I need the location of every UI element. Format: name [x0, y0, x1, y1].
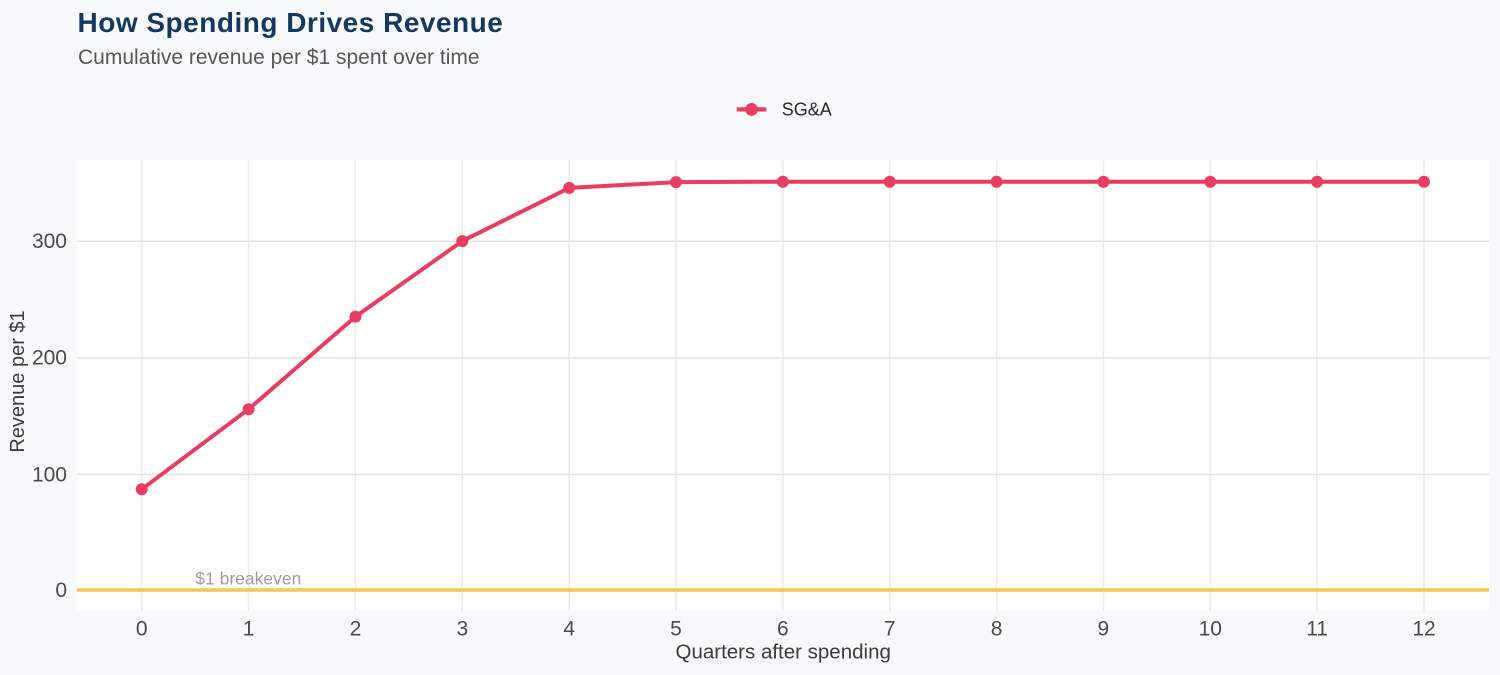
- svg-text:0: 0: [55, 579, 67, 602]
- svg-text:0: 0: [136, 617, 148, 640]
- svg-text:$1 breakeven: $1 breakeven: [195, 569, 301, 589]
- svg-text:Revenue per $1: Revenue per $1: [7, 310, 29, 452]
- svg-text:7: 7: [884, 617, 896, 640]
- svg-text:Quarters after spending: Quarters after spending: [676, 641, 891, 664]
- svg-text:100: 100: [32, 463, 67, 486]
- svg-text:How Spending Drives Revenue: How Spending Drives Revenue: [78, 7, 504, 38]
- svg-text:4: 4: [563, 617, 575, 640]
- svg-text:6: 6: [777, 617, 789, 640]
- svg-text:12: 12: [1412, 617, 1435, 640]
- svg-text:1: 1: [243, 617, 255, 640]
- svg-text:11: 11: [1306, 617, 1328, 640]
- svg-text:8: 8: [991, 617, 1003, 640]
- svg-text:Cumulative revenue per $1 spen: Cumulative revenue per $1 spent over tim…: [78, 46, 480, 69]
- svg-text:200: 200: [32, 347, 67, 370]
- svg-text:2: 2: [350, 617, 362, 640]
- svg-text:10: 10: [1199, 617, 1222, 640]
- svg-text:300: 300: [32, 230, 67, 253]
- svg-text:SG&A: SG&A: [782, 100, 832, 120]
- svg-text:9: 9: [1098, 617, 1110, 640]
- svg-text:5: 5: [670, 617, 682, 640]
- svg-text:3: 3: [456, 617, 468, 640]
